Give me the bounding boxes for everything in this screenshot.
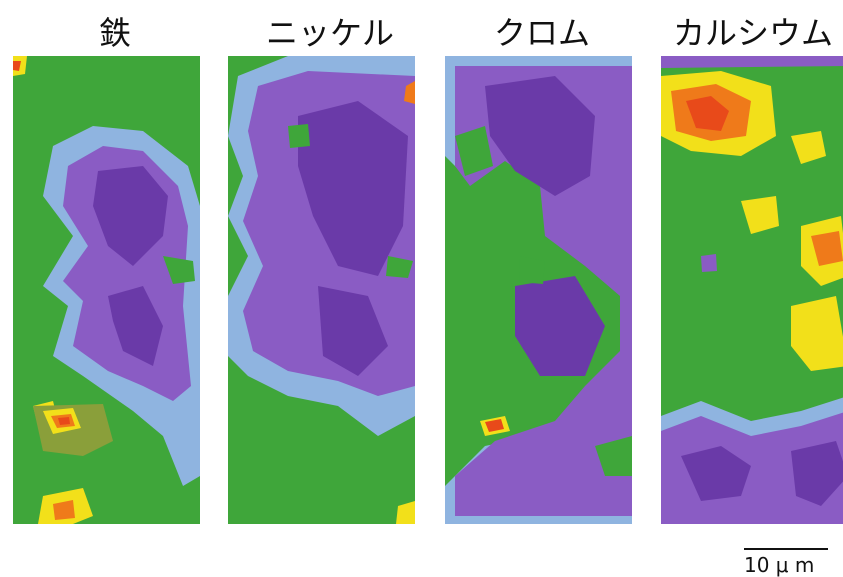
scale-bar-line [744,548,828,550]
map-panel-nickel [228,56,415,524]
map-panel-iron [13,56,200,524]
map-panel-calcium [661,56,843,524]
label-chromium: クロム [493,14,590,52]
iron-map-image [13,56,200,524]
map-panel-chromium [445,56,632,524]
chromium-map-image [445,56,632,524]
nickel-map-image [228,56,415,524]
scale-bar-label: 10 μ m [744,553,815,577]
label-calcium: カルシウム [672,14,833,52]
label-nickel: ニッケル [265,14,394,52]
label-iron: 鉄 [98,14,131,52]
calcium-map-image [661,56,843,524]
